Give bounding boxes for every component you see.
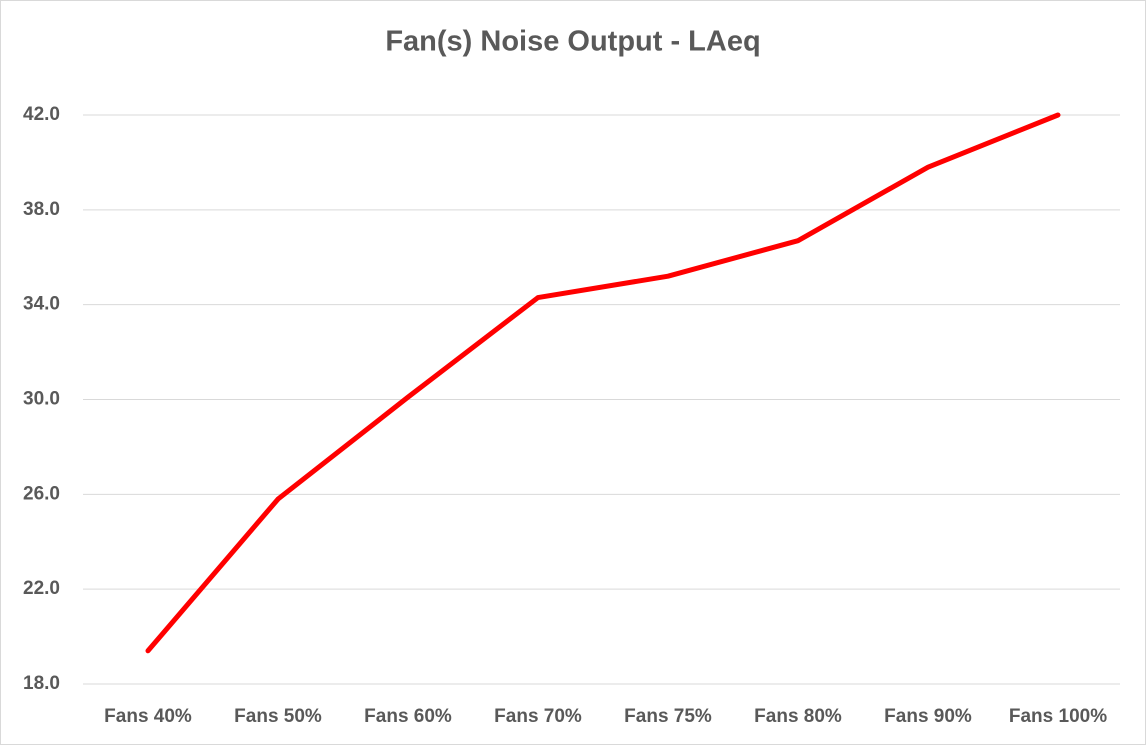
y-tick-label: 18.0 — [23, 673, 60, 694]
data-line — [145, 112, 1061, 654]
x-tick-label: Fans 80% — [754, 706, 842, 727]
y-tick-label: 22.0 — [23, 578, 60, 599]
x-tick-label: Fans 70% — [494, 706, 582, 727]
x-tick-label: Fans 90% — [884, 706, 972, 727]
x-tick-label: Fans 60% — [364, 706, 452, 727]
x-tick-label: Fans 75% — [624, 706, 712, 727]
x-tick-label: Fans 40% — [104, 706, 192, 727]
x-tick-label: Fans 50% — [234, 706, 322, 727]
y-tick-label: 38.0 — [23, 199, 60, 220]
y-tick-label: 42.0 — [23, 104, 60, 125]
y-tick-label: 26.0 — [23, 483, 60, 504]
x-tick-label: Fans 100% — [1009, 706, 1107, 727]
chart-title: Fan(s) Noise Output - LAeq — [385, 26, 760, 58]
y-tick-label: 34.0 — [23, 294, 60, 315]
y-tick-label: 30.0 — [23, 389, 60, 410]
